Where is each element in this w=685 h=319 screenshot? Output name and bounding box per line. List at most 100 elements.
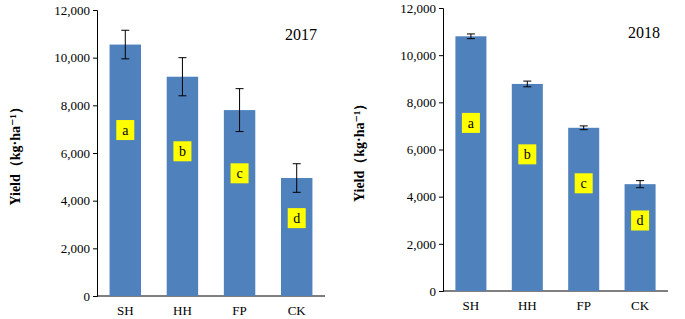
y-tick-mark <box>93 248 97 249</box>
x-tick: FP <box>576 298 590 313</box>
y-tick: 4,000 <box>61 193 97 208</box>
error-bar <box>293 164 301 193</box>
x-tick-label: SH <box>117 303 134 318</box>
y-tick-label: 6,000 <box>61 146 90 161</box>
y-tick: 12,000 <box>54 3 97 18</box>
annotation-label: d <box>293 211 300 226</box>
y-tick-label: 12,000 <box>54 3 90 18</box>
y-tick: 0 <box>84 289 98 304</box>
plot-area <box>110 30 313 296</box>
x-tick: HH <box>518 298 537 313</box>
bar <box>455 36 486 291</box>
annotation-label: d <box>637 213 644 228</box>
annotation-box <box>462 113 480 133</box>
y-tick: 6,000 <box>407 142 443 157</box>
y-tick: 6,000 <box>61 146 97 161</box>
bar <box>625 184 656 291</box>
annotation-label: a <box>122 123 129 138</box>
x-tick-label: HH <box>518 298 537 313</box>
y-tick-mark <box>439 102 443 103</box>
y-tick-mark <box>439 8 443 9</box>
y-tick-mark <box>93 153 97 154</box>
y-tick: 10,000 <box>400 48 443 63</box>
y-tick-mark <box>439 197 443 198</box>
chart-panel: 02,0004,0006,0008,00010,00012,000SHHHFPC… <box>352 1 668 313</box>
annotation: d <box>288 208 306 228</box>
error-bar-cap <box>580 125 588 126</box>
x-tick-label: FP <box>576 298 590 313</box>
y-tick-label: 4,000 <box>61 193 90 208</box>
y-tick-label: 12,000 <box>400 1 436 16</box>
error-bar-stem <box>527 81 528 87</box>
error-bar <box>467 34 475 39</box>
y-axis: 02,0004,0006,0008,00010,00012,000 <box>400 1 443 299</box>
annotation-label: c <box>581 176 587 191</box>
annotation: b <box>173 141 191 161</box>
error-bar-cap <box>178 95 186 96</box>
x-axis: SHHHFPCK <box>443 291 668 313</box>
y-tick-mark <box>93 10 97 11</box>
x-tick: CK <box>288 303 307 318</box>
y-axis-title: Yield（kg·ha⁻¹） <box>352 97 367 202</box>
error-bar <box>636 181 644 188</box>
x-axis: SH HH FP CK <box>97 296 325 318</box>
bar <box>167 77 198 296</box>
bar <box>512 84 543 291</box>
y-axis-title: Yield（kg·ha⁻¹） <box>8 100 23 205</box>
y-tick: 2,000 <box>61 241 97 256</box>
annotation-box <box>231 163 249 183</box>
bar <box>224 110 255 296</box>
y-tick-mark <box>439 55 443 56</box>
x-tick-label: CK <box>288 303 307 318</box>
x-tick: HH <box>173 303 192 318</box>
x-tick-label: HH <box>173 303 192 318</box>
error-bar-cap <box>121 30 129 31</box>
x-tick: SH <box>463 298 480 313</box>
y-tick: 8,000 <box>61 98 97 113</box>
plot-area <box>455 34 655 291</box>
error-bar <box>580 126 588 130</box>
error-bar-stem <box>296 164 297 193</box>
error-bar-cap <box>178 57 186 58</box>
chart-panel: 0 2,000 4,000 6,000 8,000 10,000 12,000 SH HH FP C… <box>8 3 325 318</box>
y-tick-mark <box>93 296 97 297</box>
y-tick-mark <box>93 201 97 202</box>
y-tick: 0 <box>430 284 444 299</box>
bar <box>110 45 141 296</box>
error-bar-cap <box>523 86 531 87</box>
y-tick-label: 2,000 <box>61 241 90 256</box>
y-tick-label: 10,000 <box>54 50 90 65</box>
y-tick-label: 2,000 <box>407 236 436 251</box>
annotation: c <box>231 163 249 183</box>
chart-title: 2017 <box>285 26 317 43</box>
y-tick-label: 0 <box>430 284 437 299</box>
error-bar-stem <box>640 181 641 188</box>
y-tick-label: 8,000 <box>407 95 436 110</box>
error-bar-stem <box>182 58 183 96</box>
chart-title: 2018 <box>628 24 660 41</box>
y-tick-mark <box>93 58 97 59</box>
error-bar-cap <box>121 58 129 59</box>
y-tick-mark <box>439 291 443 292</box>
y-tick: 10,000 <box>54 50 97 65</box>
x-tick: FP <box>232 303 246 318</box>
error-bar-cap <box>523 81 531 82</box>
annotation-label: a <box>468 116 475 131</box>
y-axis-line <box>93 11 98 297</box>
y-axis-line <box>439 9 444 292</box>
annotation-box <box>173 141 191 161</box>
error-bar-stem <box>583 126 584 130</box>
error-bar-stem <box>239 89 240 132</box>
error-bar <box>523 81 531 87</box>
error-bar-cap <box>236 88 244 89</box>
annotation: a <box>462 113 480 133</box>
annotation-label: c <box>236 166 242 181</box>
x-tick: SH <box>117 303 134 318</box>
y-tick-label: 0 <box>84 289 91 304</box>
error-bar-cap <box>467 33 475 34</box>
error-bar <box>121 30 129 59</box>
y-tick: 8,000 <box>407 95 443 110</box>
y-tick-label: 6,000 <box>407 142 436 157</box>
y-tick-label: 8,000 <box>61 98 90 113</box>
annotation-box <box>575 173 593 193</box>
